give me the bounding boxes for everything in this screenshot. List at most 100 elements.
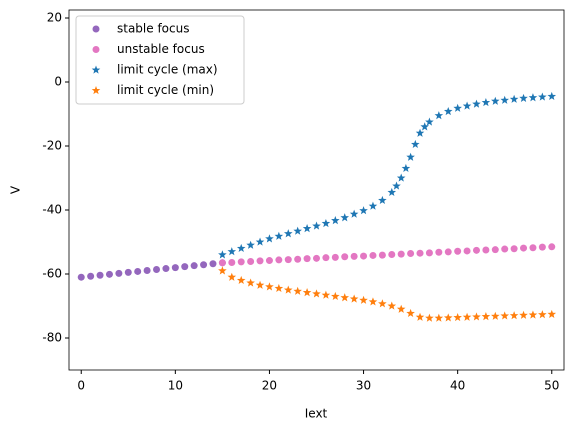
y-axis-label: V — [9, 185, 23, 194]
circle-marker — [529, 244, 537, 252]
star-marker — [331, 216, 340, 225]
y-tick-label: -80 — [42, 331, 62, 345]
star-marker — [312, 221, 321, 230]
circle-marker — [463, 247, 471, 255]
star-marker — [274, 283, 284, 293]
star-marker — [415, 312, 425, 321]
y-tick-label: -60 — [42, 267, 62, 281]
star-marker — [406, 308, 415, 317]
star-marker — [509, 94, 519, 103]
star-marker — [265, 282, 274, 291]
star-marker — [274, 231, 284, 240]
circle-marker — [360, 252, 368, 260]
star-marker — [387, 301, 397, 310]
x-axis-label: Iext — [305, 407, 328, 421]
star-marker — [378, 299, 387, 308]
circle-marker — [181, 263, 189, 271]
circle-marker — [190, 262, 198, 270]
circle-marker — [501, 245, 509, 253]
x-tick-label: 30 — [356, 379, 371, 393]
star-marker — [491, 96, 500, 105]
star-marker — [491, 311, 500, 320]
circle-marker — [538, 243, 546, 251]
circle-marker — [520, 244, 528, 252]
circle-marker — [237, 258, 245, 266]
star-marker — [519, 93, 528, 102]
star-marker — [218, 266, 227, 275]
star-marker — [434, 111, 444, 120]
star-marker — [368, 201, 378, 210]
circle-marker — [92, 46, 100, 53]
star-marker — [528, 93, 538, 102]
star-marker — [392, 181, 401, 190]
star-marker — [340, 213, 350, 222]
star-marker — [481, 97, 491, 107]
circle-marker — [454, 247, 462, 255]
circle-marker — [510, 245, 518, 253]
circle-marker — [87, 272, 95, 280]
star-marker — [293, 226, 302, 235]
star-marker — [538, 310, 547, 319]
star-marker — [227, 247, 237, 256]
circle-marker — [228, 258, 236, 266]
circle-marker — [341, 253, 349, 261]
circle-marker — [124, 268, 132, 276]
circle-marker — [115, 269, 123, 277]
star-marker — [265, 234, 274, 243]
circle-marker — [369, 251, 377, 259]
y-tick-label: -40 — [42, 203, 62, 217]
circle-marker — [397, 250, 405, 258]
plot-frame — [68, 9, 565, 371]
star-marker — [420, 122, 429, 131]
star-marker — [387, 187, 397, 197]
legend-label: limit cycle (max) — [117, 63, 218, 77]
star-marker — [255, 280, 265, 289]
star-marker — [91, 65, 101, 74]
star-marker — [425, 117, 434, 126]
circle-marker — [275, 256, 283, 264]
star-marker — [434, 313, 444, 322]
circle-marker — [350, 252, 358, 260]
circle-marker — [425, 249, 433, 257]
star-marker — [227, 272, 237, 281]
circle-marker — [472, 246, 480, 254]
star-marker — [349, 209, 359, 218]
circle-marker — [491, 246, 499, 254]
circle-marker — [77, 273, 85, 281]
x-tick-label: 40 — [450, 379, 465, 393]
star-marker — [349, 294, 359, 303]
circle-marker — [313, 254, 320, 262]
star-marker — [246, 278, 255, 287]
circle-marker — [303, 255, 311, 263]
y-tick-label: 0 — [54, 75, 62, 89]
x-tick-label: 20 — [262, 379, 277, 393]
star-marker — [453, 313, 462, 322]
star-marker — [359, 295, 368, 304]
star-marker — [462, 312, 472, 321]
circle-marker — [482, 246, 490, 254]
star-marker — [547, 91, 557, 101]
circle-marker — [388, 250, 396, 258]
circle-marker — [247, 258, 255, 266]
star-marker — [236, 275, 246, 285]
circle-marker — [294, 255, 302, 263]
star-marker — [401, 163, 411, 173]
circle-marker — [265, 257, 273, 265]
star-marker — [91, 86, 101, 95]
star-marker — [472, 99, 481, 108]
star-marker — [340, 293, 350, 302]
circle-marker — [209, 260, 217, 268]
star-marker — [255, 237, 265, 246]
star-marker — [293, 286, 302, 295]
star-marker — [321, 218, 331, 228]
y-tick-label: -20 — [42, 139, 62, 153]
circle-marker — [416, 249, 424, 257]
circle-marker — [218, 259, 226, 267]
star-marker — [500, 311, 509, 320]
legend-label: unstable focus — [117, 42, 205, 56]
star-marker — [302, 288, 312, 297]
circle-marker — [105, 270, 113, 278]
star-marker — [472, 312, 481, 321]
star-marker — [359, 206, 368, 215]
